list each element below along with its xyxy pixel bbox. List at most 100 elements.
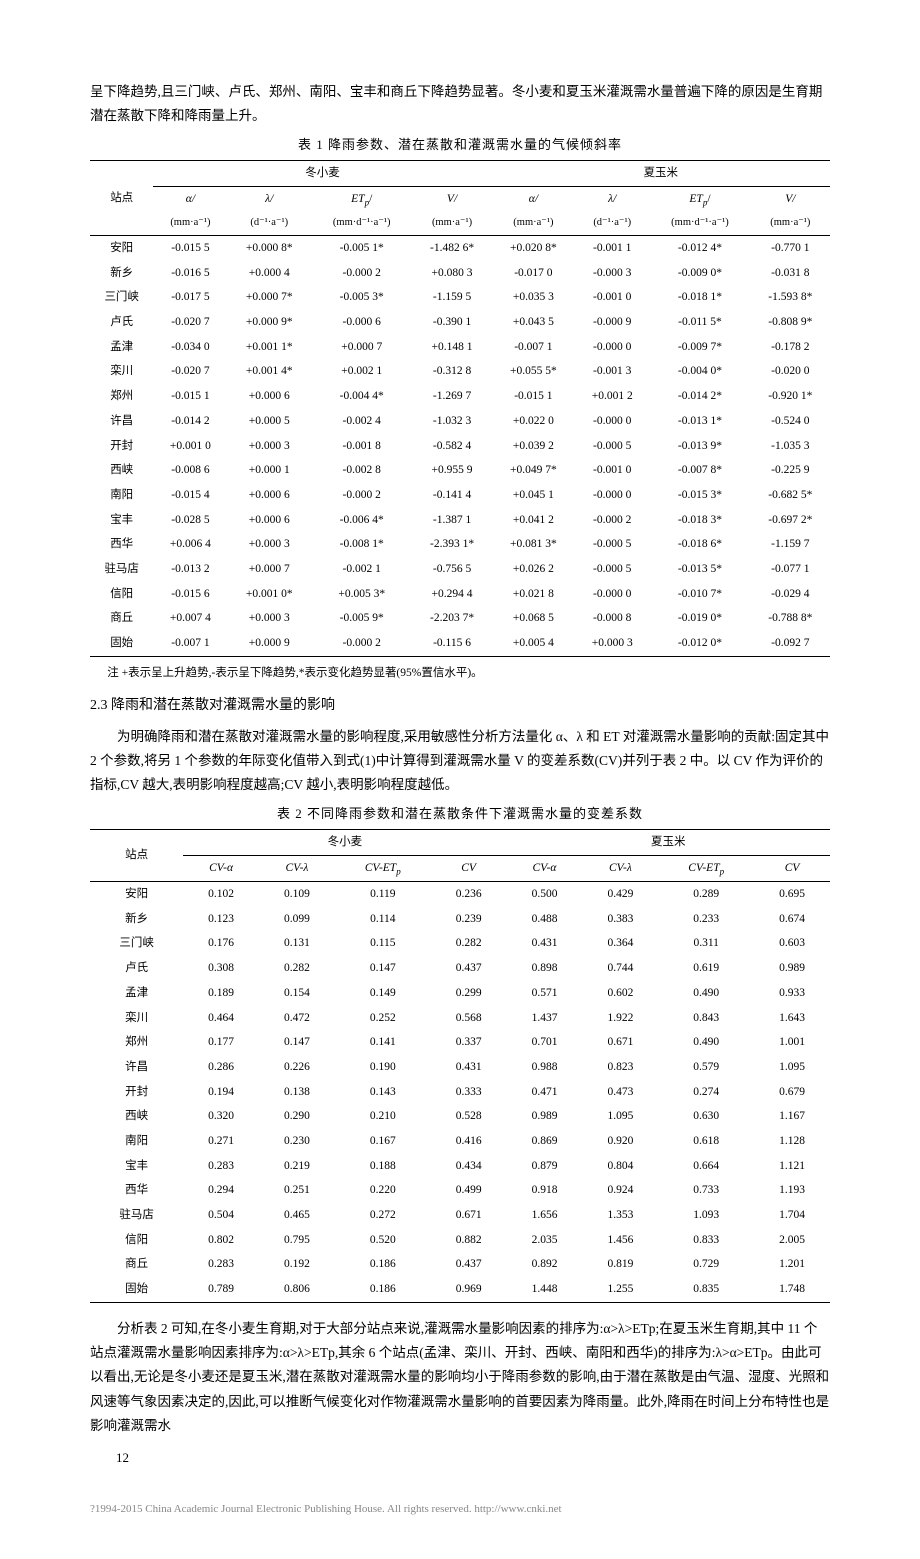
- data-cell: 0.802: [183, 1228, 259, 1253]
- data-cell: 0.274: [658, 1080, 754, 1105]
- data-cell: 1.448: [507, 1277, 583, 1302]
- data-cell: 0.192: [259, 1252, 335, 1277]
- data-cell: 1.095: [754, 1055, 830, 1080]
- data-cell: 0.337: [431, 1030, 507, 1055]
- data-cell: 0.504: [183, 1203, 259, 1228]
- table1: 站点 冬小麦 夏玉米 α/ λ/ ETp/ V/ α/ λ/ ETp/ V/ (…: [90, 160, 830, 657]
- station-cell: 三门峡: [90, 931, 183, 956]
- data-cell: 0.568: [431, 1006, 507, 1031]
- data-cell: 0.289: [658, 882, 754, 907]
- data-cell: 0.114: [335, 907, 431, 932]
- data-cell: +0.000 1: [227, 458, 311, 483]
- data-cell: 0.252: [335, 1006, 431, 1031]
- station-cell: 固始: [90, 631, 153, 656]
- data-cell: +0.000 3: [227, 532, 311, 557]
- station-cell: 驻马店: [90, 557, 153, 582]
- data-cell: -0.015 1: [153, 384, 227, 409]
- data-cell: 0.465: [259, 1203, 335, 1228]
- station-cell: 驻马店: [90, 1203, 183, 1228]
- data-cell: 0.194: [183, 1080, 259, 1105]
- station-cell: 三门峡: [90, 285, 153, 310]
- station-cell: 宝丰: [90, 508, 153, 533]
- data-cell: 0.143: [335, 1080, 431, 1105]
- data-cell: 0.220: [335, 1178, 431, 1203]
- data-cell: 1.656: [507, 1203, 583, 1228]
- data-cell: -0.000 2: [311, 261, 412, 286]
- data-cell: 0.823: [582, 1055, 658, 1080]
- data-cell: 0.488: [507, 907, 583, 932]
- station-cell: 卢氏: [90, 310, 153, 335]
- data-cell: 1.748: [754, 1277, 830, 1302]
- data-cell: +0.955 9: [412, 458, 491, 483]
- data-cell: 0.499: [431, 1178, 507, 1203]
- data-cell: 0.320: [183, 1104, 259, 1129]
- t2-h-cvet-w: CV-ETp: [335, 855, 431, 881]
- data-cell: +0.001 0: [153, 434, 227, 459]
- data-cell: 0.989: [507, 1104, 583, 1129]
- t1-group-maize: 夏玉米: [492, 160, 830, 186]
- data-cell: -0.770 1: [751, 236, 830, 261]
- t1-unit: (mm·a⁻¹): [153, 212, 227, 235]
- data-cell: 0.920: [582, 1129, 658, 1154]
- data-cell: 0.283: [183, 1252, 259, 1277]
- data-cell: -0.015 3*: [649, 483, 750, 508]
- data-cell: 0.429: [582, 882, 658, 907]
- data-cell: +0.148 1: [412, 335, 491, 360]
- data-cell: 0.364: [582, 931, 658, 956]
- data-cell: 0.579: [658, 1055, 754, 1080]
- data-cell: 1.437: [507, 1006, 583, 1031]
- data-cell: +0.081 3*: [492, 532, 576, 557]
- data-cell: 0.189: [183, 981, 259, 1006]
- t2-h-cva-m: CV-α: [507, 855, 583, 881]
- data-cell: -1.593 8*: [751, 285, 830, 310]
- data-cell: -0.013 1*: [649, 409, 750, 434]
- data-cell: 0.472: [259, 1006, 335, 1031]
- table1-title: 表 1 降雨参数、潜在蒸散和灌溉需水量的气候倾斜率: [90, 133, 830, 156]
- data-cell: -2.393 1*: [412, 532, 491, 557]
- data-cell: -2.203 7*: [412, 606, 491, 631]
- data-cell: 0.230: [259, 1129, 335, 1154]
- data-cell: -0.013 9*: [649, 434, 750, 459]
- data-cell: +0.000 9: [227, 631, 311, 656]
- data-cell: 0.520: [335, 1228, 431, 1253]
- data-cell: +0.026 2: [492, 557, 576, 582]
- data-cell: -0.092 7: [751, 631, 830, 656]
- data-cell: 1.704: [754, 1203, 830, 1228]
- intro-paragraph: 呈下降趋势,且三门峡、卢氏、郑州、南阳、宝丰和商丘下降趋势显著。冬小麦和夏玉米灌…: [90, 80, 830, 129]
- data-cell: 0.290: [259, 1104, 335, 1129]
- data-cell: +0.000 3: [227, 606, 311, 631]
- data-cell: -1.269 7: [412, 384, 491, 409]
- data-cell: +0.002 1: [311, 359, 412, 384]
- data-cell: -0.682 5*: [751, 483, 830, 508]
- data-cell: -0.016 5: [153, 261, 227, 286]
- data-cell: -0.115 6: [412, 631, 491, 656]
- data-cell: -0.020 7: [153, 359, 227, 384]
- station-cell: 郑州: [90, 384, 153, 409]
- data-cell: -0.178 2: [751, 335, 830, 360]
- data-cell: 0.733: [658, 1178, 754, 1203]
- data-cell: -0.001 0: [575, 285, 649, 310]
- data-cell: -0.005 3*: [311, 285, 412, 310]
- data-cell: 0.701: [507, 1030, 583, 1055]
- data-cell: 0.190: [335, 1055, 431, 1080]
- t1-unit: (mm·a⁻¹): [751, 212, 830, 235]
- t1-unit: (d⁻¹·a⁻¹): [575, 212, 649, 235]
- data-cell: -0.015 6: [153, 582, 227, 607]
- data-cell: -0.020 0: [751, 359, 830, 384]
- t2-h-cva-w: CV-α: [183, 855, 259, 881]
- data-cell: 0.308: [183, 956, 259, 981]
- data-cell: -0.034 0: [153, 335, 227, 360]
- data-cell: +0.041 2: [492, 508, 576, 533]
- data-cell: -0.788 8*: [751, 606, 830, 631]
- data-cell: 1.922: [582, 1006, 658, 1031]
- t2-h-cvl-m: CV-λ: [582, 855, 658, 881]
- station-cell: 孟津: [90, 981, 183, 1006]
- data-cell: 1.095: [582, 1104, 658, 1129]
- data-cell: -0.028 5: [153, 508, 227, 533]
- data-cell: -0.017 0: [492, 261, 576, 286]
- data-cell: 0.933: [754, 981, 830, 1006]
- t1-h-v-w: V/: [412, 186, 491, 212]
- data-cell: 0.679: [754, 1080, 830, 1105]
- data-cell: -0.000 5: [575, 557, 649, 582]
- data-cell: 0.102: [183, 882, 259, 907]
